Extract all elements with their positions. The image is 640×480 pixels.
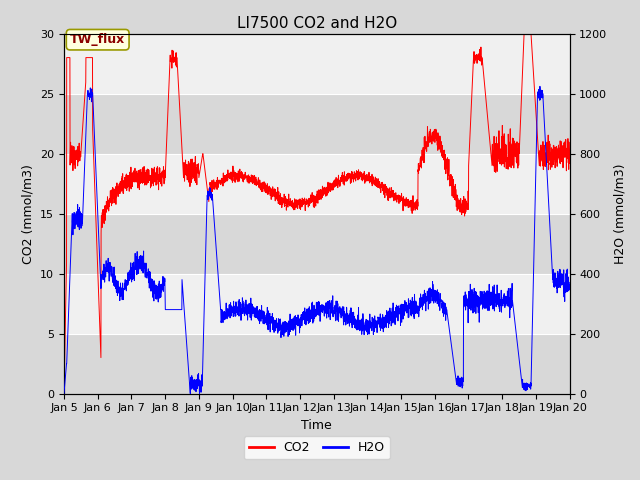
X-axis label: Time: Time	[301, 419, 332, 432]
Bar	[64, 214, 570, 274]
Text: TW_flux: TW_flux	[70, 33, 125, 46]
Title: LI7500 CO2 and H2O: LI7500 CO2 and H2O	[237, 16, 397, 31]
Y-axis label: H2O (mmol/m3): H2O (mmol/m3)	[613, 163, 626, 264]
Legend: CO2, H2O: CO2, H2O	[244, 436, 390, 459]
Bar	[64, 94, 570, 154]
Bar	[64, 334, 570, 394]
Y-axis label: CO2 (mmol/m3): CO2 (mmol/m3)	[22, 164, 35, 264]
